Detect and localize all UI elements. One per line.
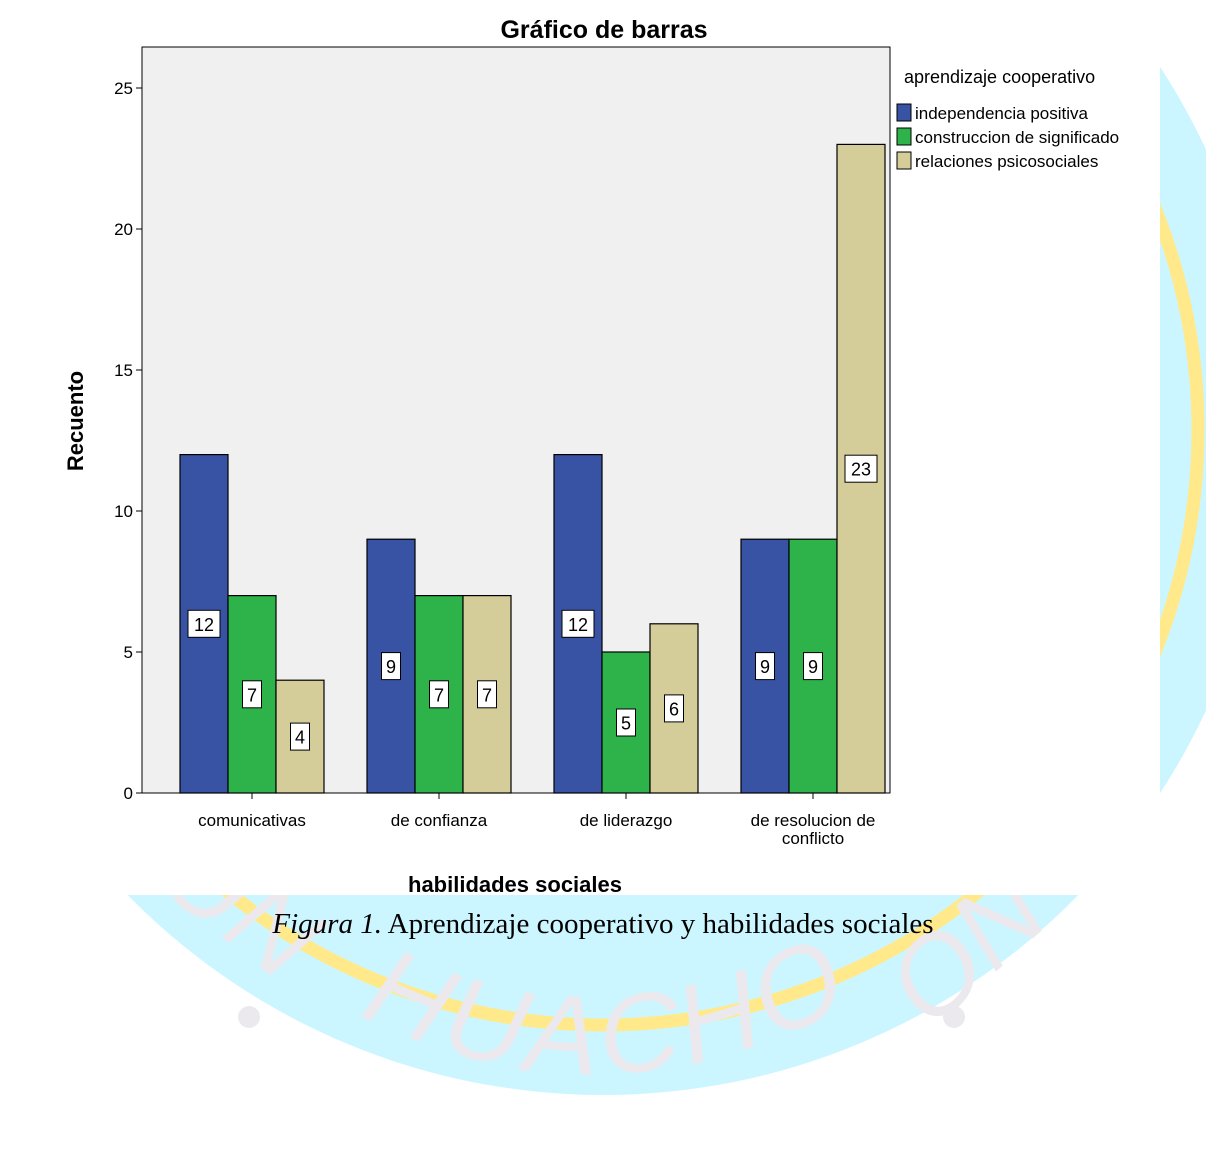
legend-label: relaciones psicosociales: [915, 152, 1098, 171]
data-label: 23: [851, 460, 871, 480]
figure-caption-text: Aprendizaje cooperativo y habilidades so…: [387, 908, 934, 940]
data-label: 5: [621, 714, 631, 734]
data-label: 7: [482, 685, 492, 705]
data-label: 9: [760, 657, 770, 677]
data-label-box: [755, 652, 775, 681]
data-label-box: [381, 652, 401, 681]
figure-label: Figura 1.: [272, 908, 382, 940]
data-label: 7: [247, 685, 257, 705]
bar-chart: Gráfico de barras 0 5 10 15 20 25 12 7 4 9 7 7 12 5 6…: [63, 16, 1120, 897]
y-tick-label: 25: [114, 79, 133, 98]
x-tick-label: conflicto: [782, 829, 844, 848]
x-tick-label: comunicativas: [198, 811, 306, 830]
data-label-box: [187, 609, 221, 638]
data-label-box: [803, 652, 823, 681]
data-label-box: [616, 708, 636, 737]
data-label-box: [664, 694, 684, 723]
data-label-box: [844, 454, 878, 483]
data-label: 9: [386, 657, 396, 677]
y-axis-title: Recuento: [63, 371, 88, 471]
chart-title: Gráfico de barras: [500, 16, 707, 44]
y-tick-label: 20: [114, 220, 133, 239]
legend-label: independencia positiva: [915, 104, 1089, 123]
data-label-box: [477, 680, 497, 709]
data-label: 9: [808, 657, 818, 677]
data-label: 7: [434, 685, 444, 705]
legend-swatch: [896, 103, 912, 122]
legend-label: construccion de significado: [915, 128, 1119, 147]
data-label: 12: [568, 615, 588, 635]
data-label: 12: [194, 615, 214, 635]
x-axis-title: habilidades sociales: [408, 872, 622, 897]
y-tick-label: 15: [114, 361, 133, 380]
data-label-box: [429, 680, 449, 709]
data-label-box: [242, 680, 262, 709]
watermark-dot-left: [238, 1006, 260, 1028]
legend-swatch: [896, 151, 912, 170]
data-label: 6: [669, 699, 679, 719]
legend-title: aprendizaje cooperativo: [904, 67, 1095, 87]
y-axis: 0 5 10 15 20 25: [114, 79, 142, 803]
y-tick-label: 5: [124, 643, 133, 662]
data-label-box: [561, 609, 595, 638]
y-tick-label: 0: [124, 784, 133, 803]
data-labels-group: 12 7 4 9 7 7 12 5 6 9 9 23: [187, 454, 878, 751]
watermark-dot-right: [943, 1006, 965, 1028]
x-tick-label: de confianza: [391, 811, 488, 830]
x-tick-label: de resolucion de: [751, 811, 876, 830]
y-tick-label: 10: [114, 502, 133, 521]
figure-caption: Figura 1. Aprendizaje cooperativo y habi…: [0, 908, 1206, 941]
data-label-box: [290, 722, 310, 751]
x-tick-label: de liderazgo: [580, 811, 673, 830]
legend: aprendizaje cooperativo independencia po…: [896, 67, 1119, 171]
legend-swatch: [896, 127, 912, 146]
data-label: 4: [295, 728, 305, 748]
x-axis: comunicativas de confianza de liderazgo de …: [198, 793, 875, 848]
